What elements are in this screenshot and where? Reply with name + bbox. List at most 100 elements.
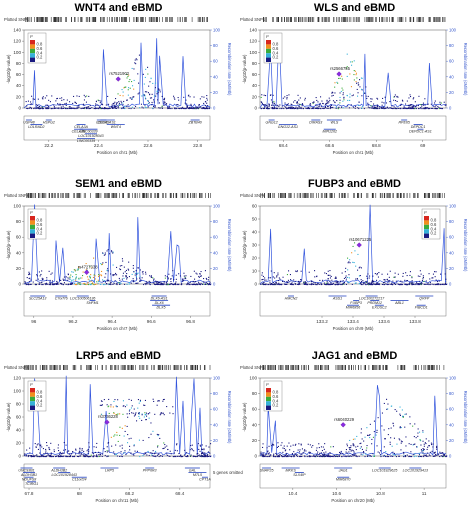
snp-point bbox=[356, 88, 358, 90]
rug-tick bbox=[191, 17, 193, 22]
snp-point bbox=[297, 103, 299, 105]
snp-point bbox=[176, 284, 178, 286]
snp-point bbox=[327, 105, 329, 107]
snp-point bbox=[349, 96, 351, 98]
snp-point bbox=[182, 280, 184, 282]
rug-tick bbox=[316, 365, 317, 370]
snp-point bbox=[26, 283, 28, 285]
r2-level-label: 0.6 bbox=[37, 222, 43, 227]
rug-tick bbox=[374, 365, 375, 370]
snp-point bbox=[173, 452, 175, 454]
snp-point bbox=[118, 282, 120, 284]
rug-tick bbox=[191, 365, 192, 370]
y2-axis-label: Recombination rate (cM/Mb) bbox=[227, 391, 232, 444]
rug-tick bbox=[153, 17, 154, 22]
snp-point bbox=[432, 273, 434, 275]
snp-point bbox=[160, 412, 162, 414]
snp-point bbox=[277, 445, 279, 447]
snp-point bbox=[401, 281, 403, 283]
snp-point bbox=[358, 104, 360, 106]
snp-point bbox=[271, 104, 273, 106]
snp-point bbox=[294, 453, 296, 455]
rug-tick bbox=[112, 193, 114, 198]
y-tick-label: 60 bbox=[16, 72, 22, 77]
snp-point bbox=[377, 276, 379, 278]
snp-point bbox=[96, 107, 98, 109]
snp-point bbox=[380, 450, 382, 452]
snp-point bbox=[98, 454, 100, 456]
snp-point bbox=[109, 282, 111, 284]
snp-point bbox=[112, 264, 114, 266]
snp-point bbox=[104, 107, 106, 109]
r2-swatch bbox=[30, 220, 35, 225]
rug-tick bbox=[356, 17, 358, 22]
snp-point bbox=[167, 278, 169, 280]
rug-tick bbox=[339, 17, 340, 22]
snp-point bbox=[191, 449, 193, 451]
snp-point bbox=[202, 451, 204, 453]
snp-point bbox=[144, 76, 146, 78]
snp-point bbox=[360, 453, 362, 455]
rug-tick bbox=[289, 17, 291, 22]
snp-point bbox=[411, 280, 413, 282]
snp-point bbox=[325, 103, 327, 105]
snp-point bbox=[276, 456, 278, 458]
rug-tick bbox=[54, 365, 55, 370]
rug-tick bbox=[326, 17, 327, 22]
snp-point bbox=[426, 283, 428, 285]
rug-tick bbox=[270, 365, 272, 370]
snp-point bbox=[383, 282, 385, 284]
snp-point bbox=[372, 281, 374, 283]
snp-point bbox=[427, 282, 429, 284]
snp-point bbox=[48, 99, 50, 101]
snp-point bbox=[36, 454, 38, 456]
snp-point bbox=[417, 435, 419, 437]
gene-track: UNC93B1ALDH3B1NDUFS8TCIRG1ALDH3B2LOC1019… bbox=[18, 463, 211, 489]
snp-point bbox=[201, 455, 203, 457]
rug-tick bbox=[442, 17, 444, 22]
snp-point bbox=[149, 81, 151, 83]
snp-point bbox=[341, 78, 343, 80]
snp-point bbox=[106, 446, 108, 448]
snp-point bbox=[404, 108, 406, 110]
snp-point bbox=[412, 106, 414, 108]
snp-point bbox=[410, 108, 412, 110]
y-tick-label: 100 bbox=[249, 50, 257, 55]
snp-point bbox=[329, 455, 331, 457]
snp-point bbox=[422, 276, 424, 278]
r2-level-label: 0.8 bbox=[431, 218, 437, 223]
snp-point bbox=[376, 283, 378, 285]
snp-point bbox=[140, 103, 142, 105]
snp-point bbox=[114, 107, 116, 109]
snp-point bbox=[322, 279, 324, 281]
snp-point bbox=[194, 108, 196, 110]
snp-point bbox=[97, 279, 99, 281]
snp-point bbox=[203, 448, 205, 450]
snp-point bbox=[84, 107, 86, 109]
rug-tick bbox=[269, 193, 271, 198]
snp-point bbox=[57, 103, 59, 105]
snp-point bbox=[277, 283, 279, 285]
snp-point bbox=[115, 283, 117, 285]
r2-legend: r²0.80.60.40.2 bbox=[27, 380, 47, 412]
snp-point bbox=[312, 445, 314, 447]
r2-legend-title: r² bbox=[30, 382, 33, 387]
rug-tick bbox=[276, 17, 278, 22]
snp-point bbox=[299, 281, 301, 283]
snp-point bbox=[413, 456, 415, 458]
snp-point bbox=[37, 278, 39, 280]
snp-point bbox=[336, 100, 338, 102]
rug-tick bbox=[330, 193, 331, 198]
snp-point bbox=[119, 445, 121, 447]
snp-point bbox=[169, 106, 171, 108]
y2-tick-label: 100 bbox=[449, 28, 457, 33]
snp-point bbox=[131, 98, 133, 100]
snp-point bbox=[410, 443, 412, 445]
snp-point bbox=[366, 275, 368, 277]
snp-point bbox=[107, 406, 109, 408]
snp-point bbox=[335, 276, 337, 278]
rug-tick bbox=[318, 365, 319, 370]
rug-tick bbox=[67, 365, 68, 370]
snp-point bbox=[128, 269, 130, 271]
rug-tick bbox=[312, 17, 313, 22]
